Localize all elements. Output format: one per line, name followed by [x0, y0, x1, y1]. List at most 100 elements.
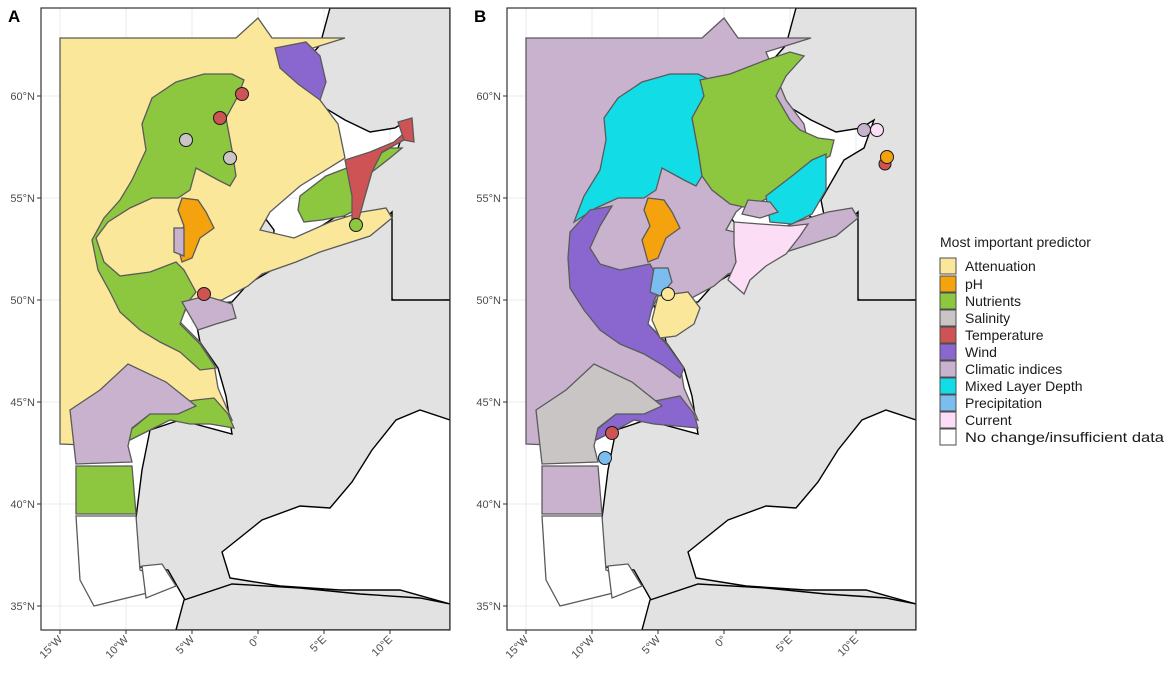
map-panel-b-content	[507, 8, 916, 630]
legend-swatch	[939, 292, 957, 310]
map-panel-b-frame	[506, 7, 917, 631]
site-point-temperature	[235, 87, 249, 101]
region-irish-sea-ph-b	[641, 197, 681, 263]
site-point-climatic	[857, 123, 871, 137]
region-irish-sea-climatic-a	[173, 227, 185, 257]
region-norwegian-temperature-a	[397, 117, 415, 143]
region-iberia-salinity-b	[535, 363, 664, 465]
lon-tick-label: 15°W	[504, 633, 532, 661]
site-point-temperature	[213, 111, 227, 125]
legend-swatch	[939, 257, 957, 275]
map-panel-b: B	[474, 7, 917, 661]
lon-tick-label: 5°W	[174, 633, 198, 657]
legend-label: Climatic indices	[965, 361, 1062, 377]
panel-letter-a: A	[8, 7, 20, 26]
region-channel-attenuation-b	[651, 291, 701, 339]
legend-label: Attenuation	[965, 258, 1036, 274]
map-panel-a-frame	[40, 7, 451, 631]
lat-tick-label: 50°N	[476, 295, 501, 307]
legend-title: Most important predictor	[940, 234, 1091, 250]
site-point-precipitation	[598, 451, 612, 465]
legend-swatch	[939, 275, 957, 293]
legend-item: Precipitation	[939, 394, 1042, 412]
sites-b	[598, 123, 894, 465]
legend-item: Temperature	[939, 326, 1044, 344]
region-iberia-climatic-b	[541, 465, 603, 515]
lat-tick-label: 55°N	[10, 193, 35, 205]
lat-tick-label: 35°N	[476, 601, 501, 613]
legend-swatch	[939, 394, 957, 412]
site-point-salinity	[223, 151, 237, 165]
lon-axis-b: 15°W 10°W 5°W 0° 5°E 10°E	[504, 633, 862, 661]
region-irish-sea-ph-a	[175, 197, 215, 263]
lat-tick-label: 60°N	[10, 91, 35, 103]
site-point-current	[870, 123, 884, 137]
lat-tick-label: 40°N	[10, 499, 35, 511]
lat-tick-label: 40°N	[476, 499, 501, 511]
legend-swatch	[939, 428, 957, 446]
legend-item: Climatic indices	[939, 360, 1062, 378]
site-point-nutrients	[349, 218, 363, 232]
lon-tick-label: 0°	[713, 634, 729, 650]
site-point-temperature	[197, 287, 211, 301]
legend-swatch	[939, 411, 957, 429]
legend-label: Nutrients	[965, 293, 1021, 309]
site-point-salinity	[179, 133, 193, 147]
regions-b	[525, 17, 859, 607]
legend-label: Precipitation	[965, 395, 1042, 411]
lat-axis-a: 35°N 40°N 45°N 50°N 55°N 60°N	[10, 91, 35, 613]
region-cadiz-nodata-b	[607, 563, 643, 599]
legend-item: Attenuation	[939, 257, 1036, 275]
land-africa-b	[641, 583, 916, 630]
legend-item: Salinity	[939, 309, 1010, 327]
site-point-attenuation	[661, 287, 675, 301]
regions-a	[59, 17, 415, 607]
lat-tick-label: 50°N	[10, 295, 35, 307]
legend-item: No change/insufficient data	[939, 428, 1164, 446]
lon-tick-label: 10°E	[370, 634, 395, 659]
legend-swatch	[939, 326, 957, 344]
lat-axis-b: 35°N 40°N 45°N 50°N 55°N 60°N	[476, 91, 501, 613]
region-iberia-nutrients-a	[75, 465, 137, 515]
lat-tick-label: 45°N	[10, 397, 35, 409]
site-point-ph	[880, 150, 894, 164]
lon-tick-label: 5°E	[774, 634, 795, 655]
lon-axis-a: 15°W 10°W 5°W 0° 5°E 10°E	[38, 633, 396, 661]
lat-tick-label: 60°N	[476, 91, 501, 103]
lon-tick-label: 5°E	[308, 634, 329, 655]
panel-letter-b: B	[474, 7, 486, 26]
region-mld-skagerrak-b	[765, 153, 827, 225]
axis-ticks-a	[37, 95, 391, 634]
legend-item: pH	[939, 275, 983, 293]
lon-tick-label: 5°W	[640, 633, 664, 657]
region-shelf-mld-b	[572, 73, 711, 224]
legend-label: pH	[965, 276, 983, 292]
region-irish-shelf-nutrients-a	[91, 73, 245, 371]
land-africa-a	[175, 583, 450, 630]
lat-tick-label: 55°N	[476, 193, 501, 205]
sites-a	[179, 87, 363, 301]
legend-label: Temperature	[965, 327, 1044, 343]
map-panel-a: A	[8, 7, 451, 661]
region-iberia-climatic-a	[69, 363, 198, 465]
legend-swatch	[939, 343, 957, 361]
legend-label: Current	[965, 412, 1012, 428]
legend-label: No change/insufficient data	[965, 429, 1164, 445]
legend-item: Current	[939, 411, 1012, 429]
map-panel-a-content	[41, 8, 450, 630]
legend-item: Wind	[939, 343, 997, 361]
region-channel-east-current-b	[741, 199, 780, 219]
lat-tick-label: 45°N	[476, 397, 501, 409]
region-north-sea-nutrients-b	[691, 51, 835, 209]
lon-tick-label: 10°W	[570, 633, 598, 661]
lat-tick-label: 35°N	[10, 601, 35, 613]
legend-label: Mixed Layer Depth	[965, 378, 1083, 394]
lon-tick-label: 15°W	[38, 633, 66, 661]
axis-ticks-b	[503, 95, 857, 634]
site-point-temperature	[605, 426, 619, 440]
legend-swatch	[939, 360, 957, 378]
legend-item: Nutrients	[939, 292, 1021, 310]
region-north-sea-current-b	[727, 221, 810, 296]
legend-swatch	[939, 377, 957, 395]
